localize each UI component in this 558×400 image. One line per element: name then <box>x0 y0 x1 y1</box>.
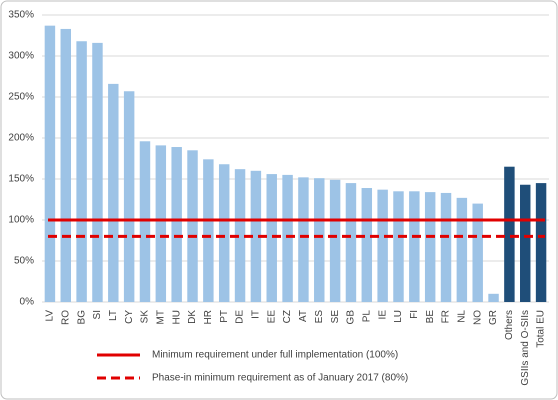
x-tick-label: Total EU <box>536 310 547 348</box>
legend-label: Phase-in minimum requirement as of Janua… <box>152 373 408 384</box>
x-tick-label: IE <box>377 310 388 320</box>
x-tick-label: LU <box>393 310 404 323</box>
x-tick-label: PT <box>219 310 230 323</box>
bar <box>440 192 452 302</box>
x-tick-label: EE <box>266 310 277 324</box>
bar <box>203 159 214 302</box>
x-tick-label: FI <box>409 310 420 319</box>
x-tick-label: CZ <box>282 310 293 323</box>
x-tick-label: DE <box>235 310 246 324</box>
bar <box>139 141 151 302</box>
x-tick-label: RO <box>60 310 71 325</box>
bar <box>218 164 230 302</box>
bar <box>108 83 119 302</box>
bar <box>92 42 103 302</box>
x-tick-label: PL <box>361 310 372 323</box>
y-tick-label: 200% <box>8 133 34 144</box>
bar <box>250 170 262 302</box>
bar <box>123 91 135 302</box>
x-tick-label: GSIIs and O-SIIs <box>520 310 531 386</box>
legend-label: Minimum requirement under full implement… <box>152 350 398 361</box>
x-tick-label: LV <box>45 310 56 322</box>
bar <box>187 150 198 302</box>
y-tick-label: 150% <box>8 174 34 185</box>
x-tick-label: HU <box>171 310 182 324</box>
x-tick-label: BE <box>425 310 436 324</box>
x-tick-label: IT <box>251 310 262 319</box>
y-tick-label: 50% <box>14 256 34 267</box>
bar <box>393 191 404 302</box>
bar <box>155 145 167 302</box>
bar <box>76 41 87 303</box>
bar <box>377 189 388 302</box>
x-tick-label: MT <box>155 310 166 324</box>
x-tick-label: AT <box>298 310 309 322</box>
bar <box>535 183 547 302</box>
y-tick-label: 100% <box>8 215 34 226</box>
bar <box>329 179 341 302</box>
bar <box>409 191 420 302</box>
bar <box>234 169 246 302</box>
bar <box>345 183 357 302</box>
bar <box>44 25 56 302</box>
x-tick-label: SE <box>330 310 341 324</box>
x-tick-label: NO <box>472 310 483 325</box>
x-tick-label: CY <box>124 310 135 324</box>
x-tick-label: LT <box>108 310 119 321</box>
bar <box>424 192 436 302</box>
bar <box>456 197 468 302</box>
x-tick-label: GB <box>346 310 357 325</box>
x-tick-label: SI <box>92 310 103 319</box>
x-tick-label: GR <box>488 310 499 325</box>
x-tick-label: ES <box>314 310 325 324</box>
y-tick-label: 300% <box>8 51 34 62</box>
y-tick-label: 250% <box>8 92 34 103</box>
bar <box>520 184 531 302</box>
x-tick-label: FR <box>441 310 452 323</box>
bar <box>314 178 325 302</box>
x-tick-label: Others <box>504 310 515 340</box>
bar <box>171 147 182 302</box>
bar <box>504 166 515 302</box>
bar <box>298 177 309 302</box>
bar <box>282 174 293 302</box>
x-tick-label: DK <box>187 310 198 324</box>
y-tick-label: 0% <box>20 297 35 308</box>
x-tick-label: SK <box>140 310 151 324</box>
bar <box>266 174 277 302</box>
bar <box>361 188 373 302</box>
y-tick-label: 350% <box>8 10 34 21</box>
x-tick-label: NL <box>457 310 468 323</box>
bar <box>488 293 499 302</box>
x-tick-label: HR <box>203 310 214 324</box>
bar <box>60 28 71 302</box>
bar <box>472 203 483 302</box>
x-tick-label: BG <box>76 310 87 325</box>
